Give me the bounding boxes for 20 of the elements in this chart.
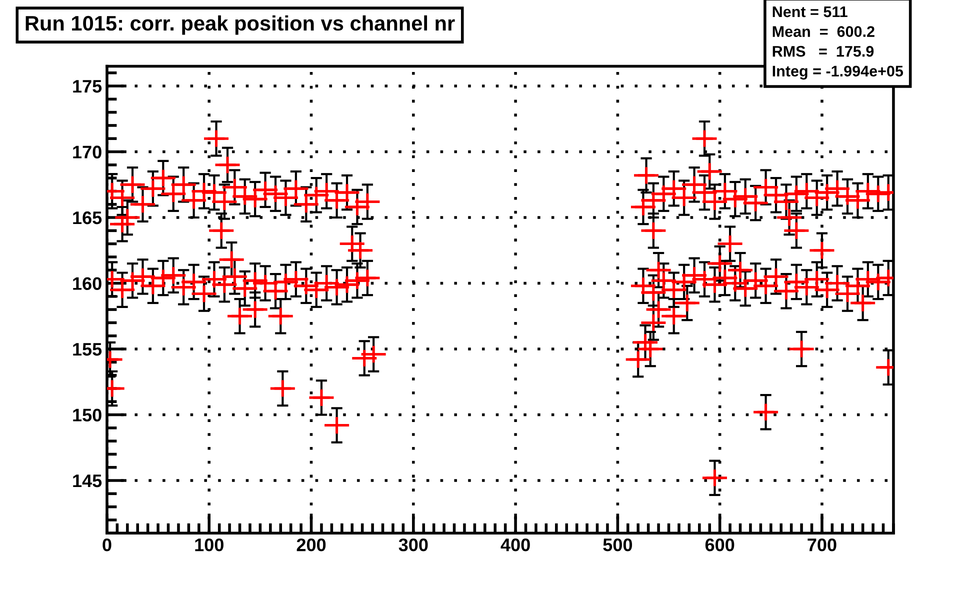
- y-tick-label: 150: [73, 408, 102, 422]
- x-tick-label: 200: [296, 538, 326, 552]
- x-tick-label: 0: [102, 538, 112, 552]
- x-tick-label: 100: [195, 538, 224, 552]
- y-tick-label: 145: [73, 474, 102, 488]
- x-tick-label: 700: [808, 538, 836, 552]
- x-tick-label: 300: [398, 538, 428, 552]
- y-tick-label: 170: [73, 146, 102, 158]
- y-tick-label: 175: [73, 80, 102, 93]
- text: Nent = 511: [772, 6, 848, 18]
- y-tick-label: 155: [73, 343, 102, 356]
- y-tick-label: 160: [73, 277, 102, 290]
- text: RMS = 175.9: [772, 46, 874, 57]
- annotation: Integ = -1.994e+05: [772, 66, 904, 80]
- x-tick-label: 500: [603, 538, 632, 552]
- x-tick-label: 400: [500, 538, 530, 552]
- x-tick-label: 600: [705, 538, 734, 552]
- chart-title: Run 1015: corr. peak position vs channel nr: [26, 15, 455, 35]
- y-tick-label: 165: [73, 211, 102, 224]
- text: Mean = 600.2: [772, 26, 874, 37]
